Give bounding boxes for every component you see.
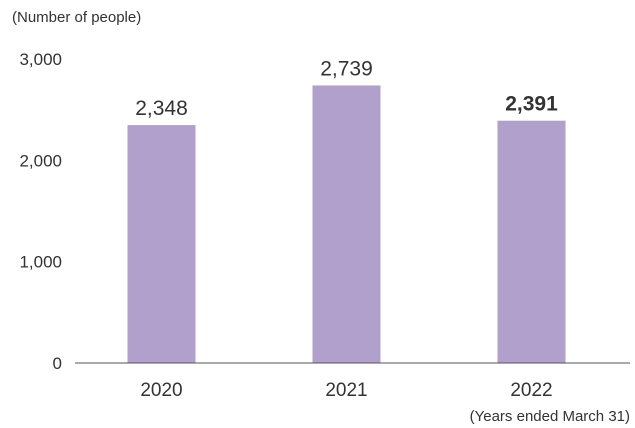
value-label: 2,739	[320, 57, 373, 80]
bar	[497, 120, 566, 363]
bar	[127, 125, 196, 363]
y-tick-label: 0	[53, 354, 62, 373]
value-label: 2,348	[135, 97, 188, 120]
y-tick-label: 3,000	[19, 50, 62, 69]
bar	[312, 85, 381, 363]
category-label: 2020	[140, 380, 182, 401]
category-labels: 2020 2021 2022	[140, 380, 552, 401]
value-label: 2,391	[505, 93, 558, 116]
x-axis-note: (Years ended March 31)	[470, 408, 630, 425]
y-tick-label: 2,000	[19, 151, 62, 170]
y-tick-label: 1,000	[19, 253, 62, 272]
category-label: 2021	[325, 380, 367, 401]
y-unit-label: (Number of people)	[12, 9, 141, 26]
y-tick-labels: 0 1,000 2,000 3,000	[19, 50, 62, 373]
bars: 2,348 2,739 2,391	[127, 57, 566, 363]
category-label: 2022	[510, 380, 552, 401]
